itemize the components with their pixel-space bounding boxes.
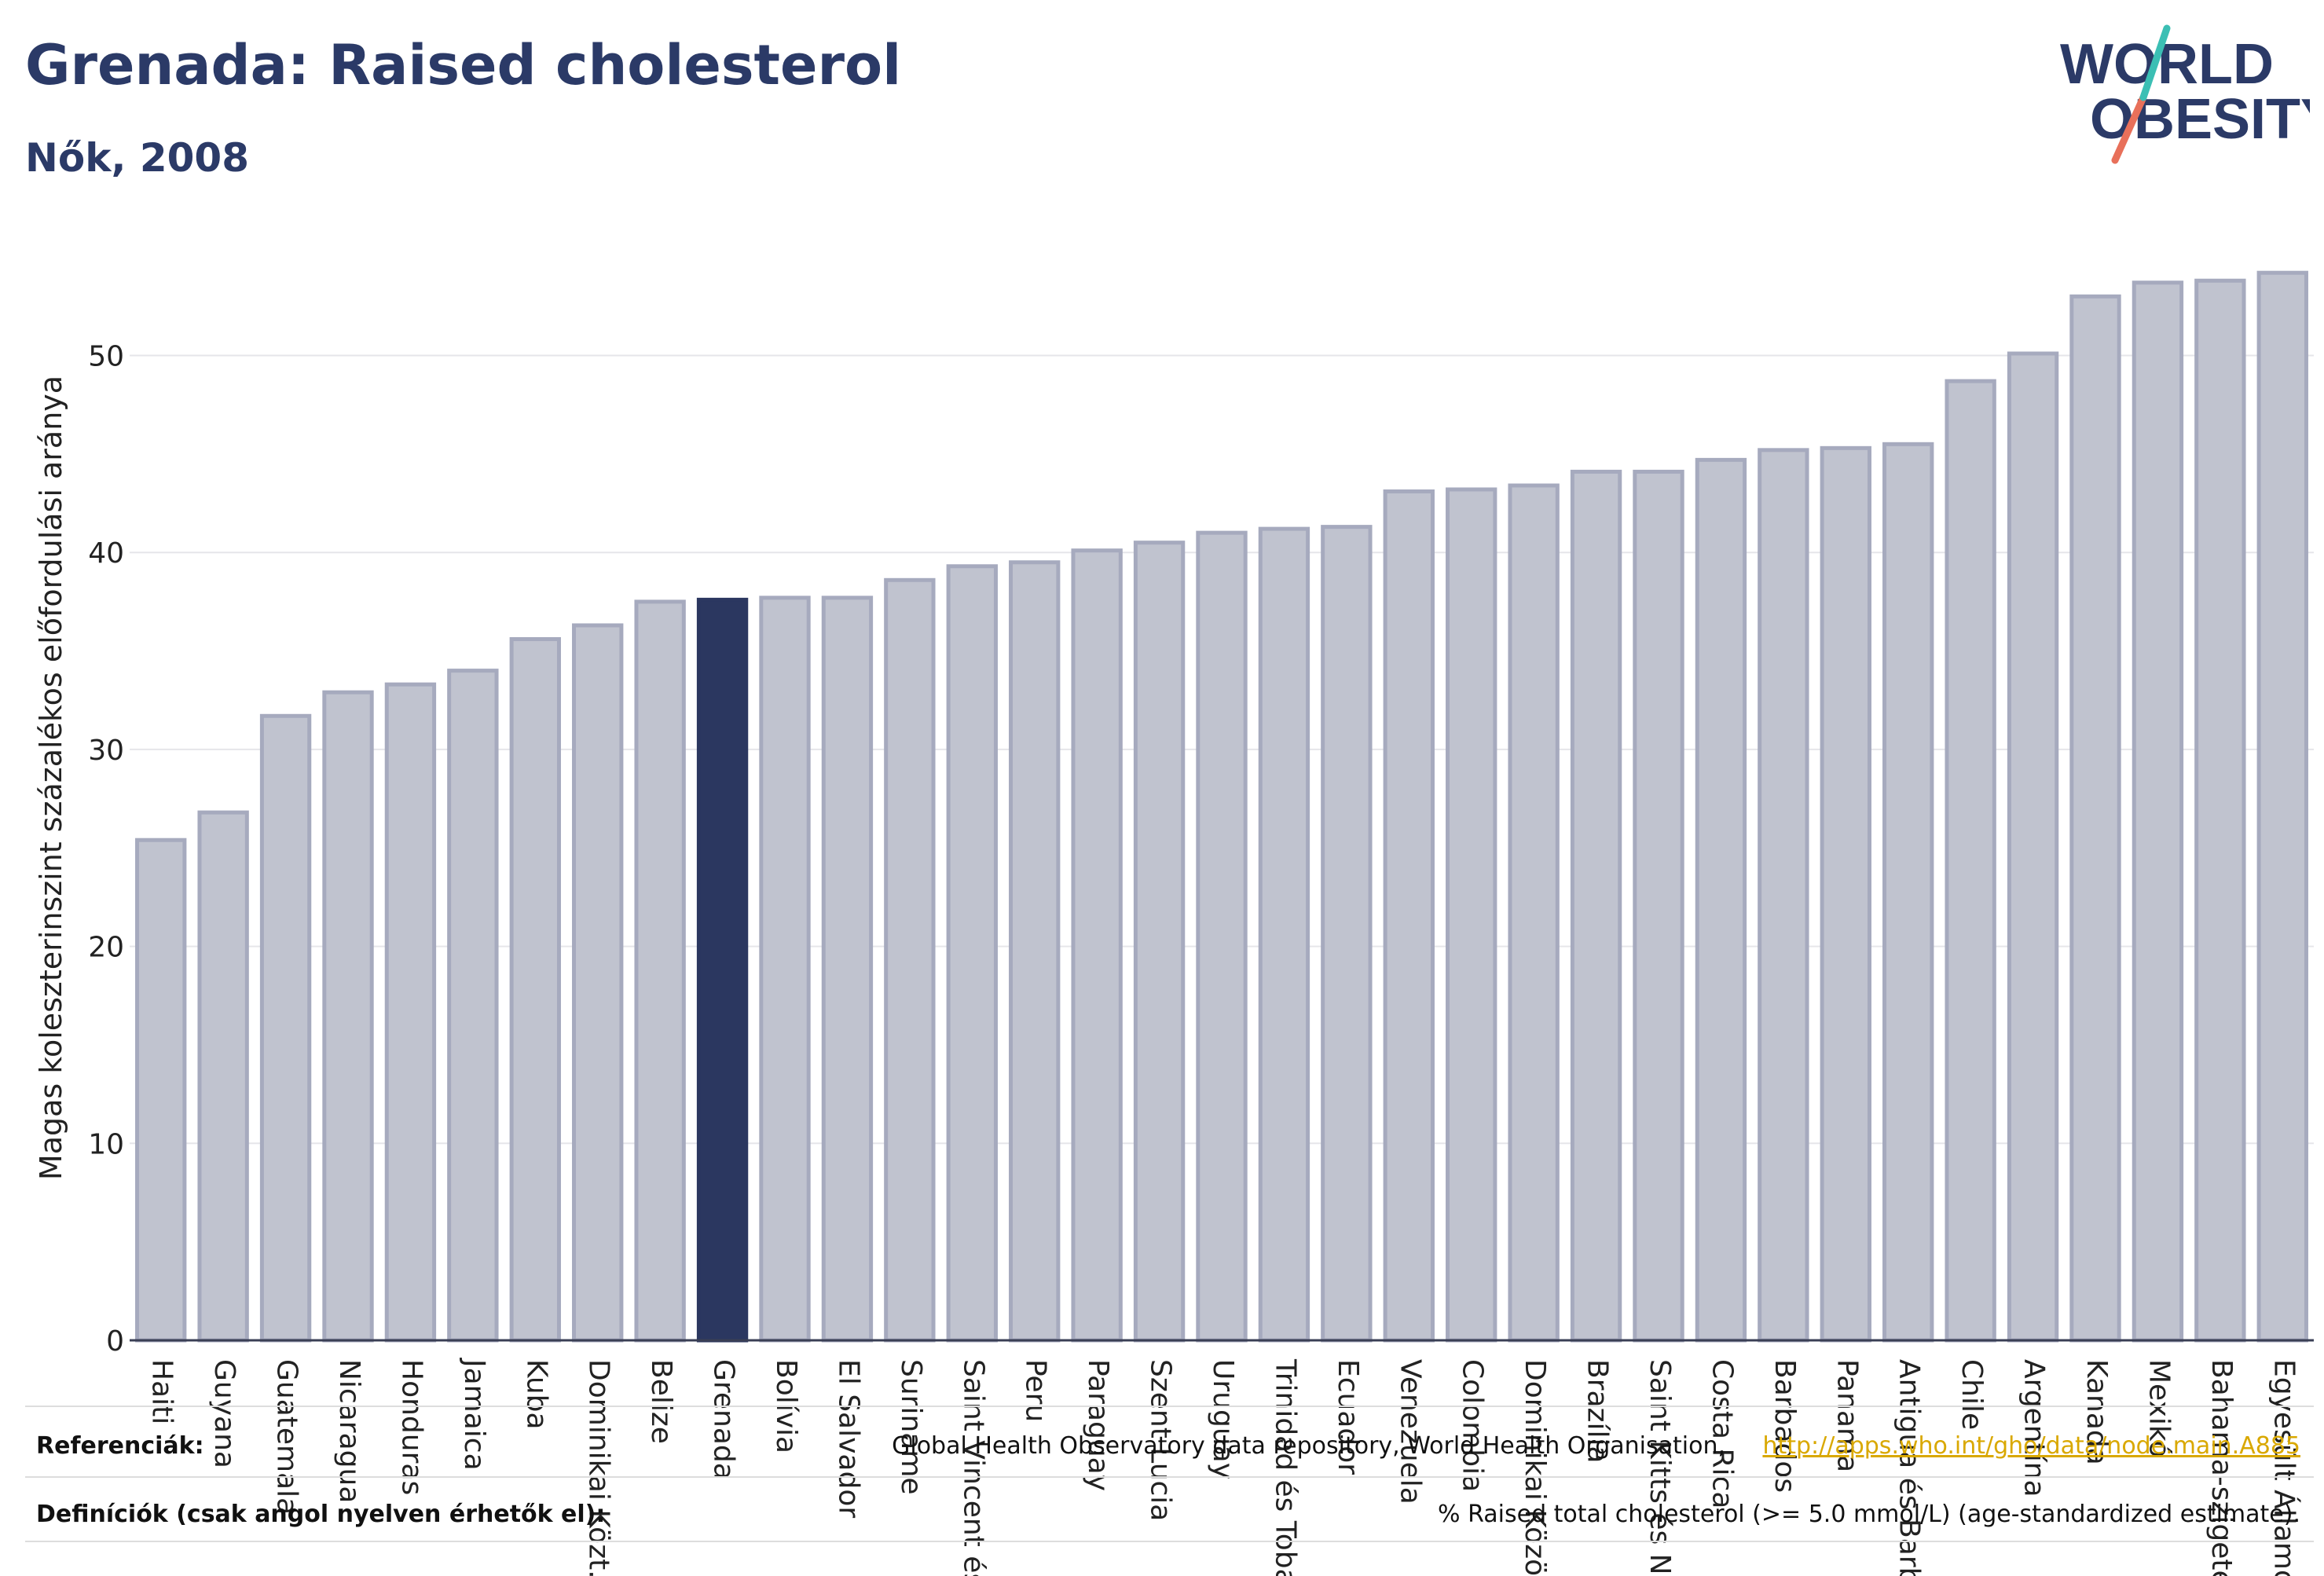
bar-barbados — [1758, 448, 1809, 1343]
x-tick-label: Brazília — [1582, 1359, 1614, 1464]
x-tick-label: Paraguay — [1082, 1359, 1114, 1491]
bar-dominikai-közöss- — [1508, 483, 1560, 1343]
logo-slash-coral — [2111, 93, 2147, 164]
bar-belize — [634, 599, 686, 1343]
bar-guatemala — [259, 713, 312, 1343]
definitions-label: Definíciók (csak angol nyelven érhetők e… — [36, 1501, 605, 1528]
x-tick-label: El Salvador — [832, 1359, 864, 1518]
x-tick-label: Ecuador — [1332, 1359, 1364, 1475]
bar-haiti — [135, 837, 187, 1343]
page-subtitle: Nők, 2008 — [25, 135, 250, 181]
references-label: Referenciák: — [36, 1432, 204, 1460]
bar-uruguay — [1196, 530, 1248, 1343]
references-text: Global Health Observatory data repositor… — [892, 1432, 1725, 1460]
x-tick-label: Uruguay — [1207, 1359, 1239, 1479]
x-tick-label: Dominikai Közöss. — [1519, 1359, 1551, 1576]
bar-kanada — [2069, 294, 2121, 1343]
y-tick-label: 50 — [88, 341, 124, 373]
y-tick-label: 40 — [88, 537, 124, 570]
bar-bahama-szigetek — [2194, 278, 2246, 1343]
x-tick-label: Grenada — [708, 1359, 740, 1480]
x-tick-label: Haiti — [146, 1359, 178, 1424]
x-tick-label: Trinidad és Tobago — [1269, 1358, 1301, 1576]
bar-honduras — [384, 682, 437, 1343]
x-tick-label: Panama — [1831, 1359, 1863, 1472]
bar-argentína — [2007, 351, 2059, 1343]
x-tick-label: Jamaica — [458, 1358, 490, 1471]
bar-saint-vincent-és — [946, 564, 998, 1343]
bar-guyana — [197, 810, 249, 1343]
bar-jamaica — [447, 669, 499, 1343]
x-tick-label: Suriname — [895, 1359, 927, 1495]
bar-bolívia — [759, 596, 811, 1343]
bar-saint-kitts-és-nevis — [1633, 469, 1684, 1343]
x-tick-label: Venezuela — [1394, 1359, 1426, 1505]
references-link[interactable]: http://apps.who.int/gho/data/node.main.A… — [1762, 1432, 2300, 1460]
x-tick-label: Belize — [645, 1359, 677, 1444]
bar-chile — [1945, 379, 1996, 1343]
bar-kuba — [509, 637, 561, 1343]
x-tick-label: Saint Vincent és — [957, 1359, 989, 1576]
bar-grenada — [696, 597, 749, 1343]
x-tick-label: Saint Kitts és Nevis — [1644, 1359, 1676, 1576]
bar-antigua-és-barbuda — [1882, 442, 1934, 1343]
bar-brazília — [1570, 469, 1622, 1343]
footer: Referenciák: Global Health Observatory d… — [25, 1406, 2314, 1542]
bar-ecuador — [1321, 525, 1373, 1343]
bar-panama — [1820, 445, 1871, 1343]
bar-suriname — [884, 577, 936, 1343]
x-tick-label: Barbados — [1769, 1359, 1801, 1493]
world-obesity-logo: WORLD OBESITY — [2060, 24, 2310, 164]
y-axis-label: Magas koleszterinszint százalékos előfor… — [34, 376, 68, 1180]
bar-el-salvador — [821, 596, 874, 1343]
y-tick-label: 10 — [88, 1128, 124, 1160]
x-tick-label: Bahama-szigetek — [2205, 1359, 2238, 1576]
x-tick-label: Mexikó — [2143, 1359, 2175, 1457]
x-tick-label: Nicaragua — [333, 1359, 365, 1503]
logo-slash-teal — [2139, 24, 2171, 101]
x-tick-label: Guyana — [208, 1359, 240, 1468]
bar-venezuela — [1383, 489, 1435, 1343]
bar-dominikai-közt- — [572, 623, 624, 1343]
logo-line1: WORLD — [2060, 33, 2274, 96]
bar-costa-rica — [1695, 457, 1747, 1343]
bar-trinidad-és-tobago — [1258, 526, 1310, 1343]
definitions-text: % Raised total cholesterol (>= 5.0 mmol/… — [1438, 1501, 2300, 1528]
bar-egyesült-államok — [2256, 270, 2308, 1343]
bar-szent-lucia — [1133, 541, 1186, 1343]
y-tick-labels: 0 10 20 30 40 50 — [88, 341, 124, 1358]
x-tick-label: Costa Rica — [1706, 1359, 1738, 1508]
x-tick-label: Peru — [1020, 1359, 1052, 1422]
x-tick-label: Chile — [1956, 1359, 1988, 1430]
x-tick-label: Dominikai Közt. — [583, 1359, 615, 1576]
x-tick-label: Kanada — [2080, 1359, 2113, 1465]
x-tick-label: Argentína — [2018, 1359, 2051, 1497]
x-tick-labels: Haiti Guyana Guatemala Nicaragua Honduras Jam… — [146, 1358, 2301, 1576]
bar-mexikó — [2132, 280, 2184, 1343]
y-tick-label: 20 — [88, 932, 124, 964]
y-tick-label: 0 — [106, 1325, 124, 1358]
x-tick-label: Egyesült Államok — [2267, 1359, 2300, 1576]
x-tick-label: Honduras — [395, 1359, 427, 1495]
x-tick-label: Kuba — [520, 1359, 552, 1430]
bar-nicaragua — [322, 690, 374, 1343]
bar-paraguay — [1071, 548, 1123, 1343]
y-tick-label: 30 — [88, 735, 124, 767]
bar-colombia — [1446, 487, 1497, 1343]
bar-peru — [1009, 560, 1061, 1343]
x-tick-label: Colombia — [1457, 1359, 1489, 1492]
x-tick-label: Antigua és Barbuda — [1893, 1359, 1926, 1576]
x-tick-label: Guatemala — [271, 1359, 303, 1515]
x-tick-label: Szent Lucia — [1145, 1359, 1177, 1521]
bars — [135, 270, 2308, 1343]
page-title: Grenada: Raised cholesterol — [25, 33, 902, 97]
